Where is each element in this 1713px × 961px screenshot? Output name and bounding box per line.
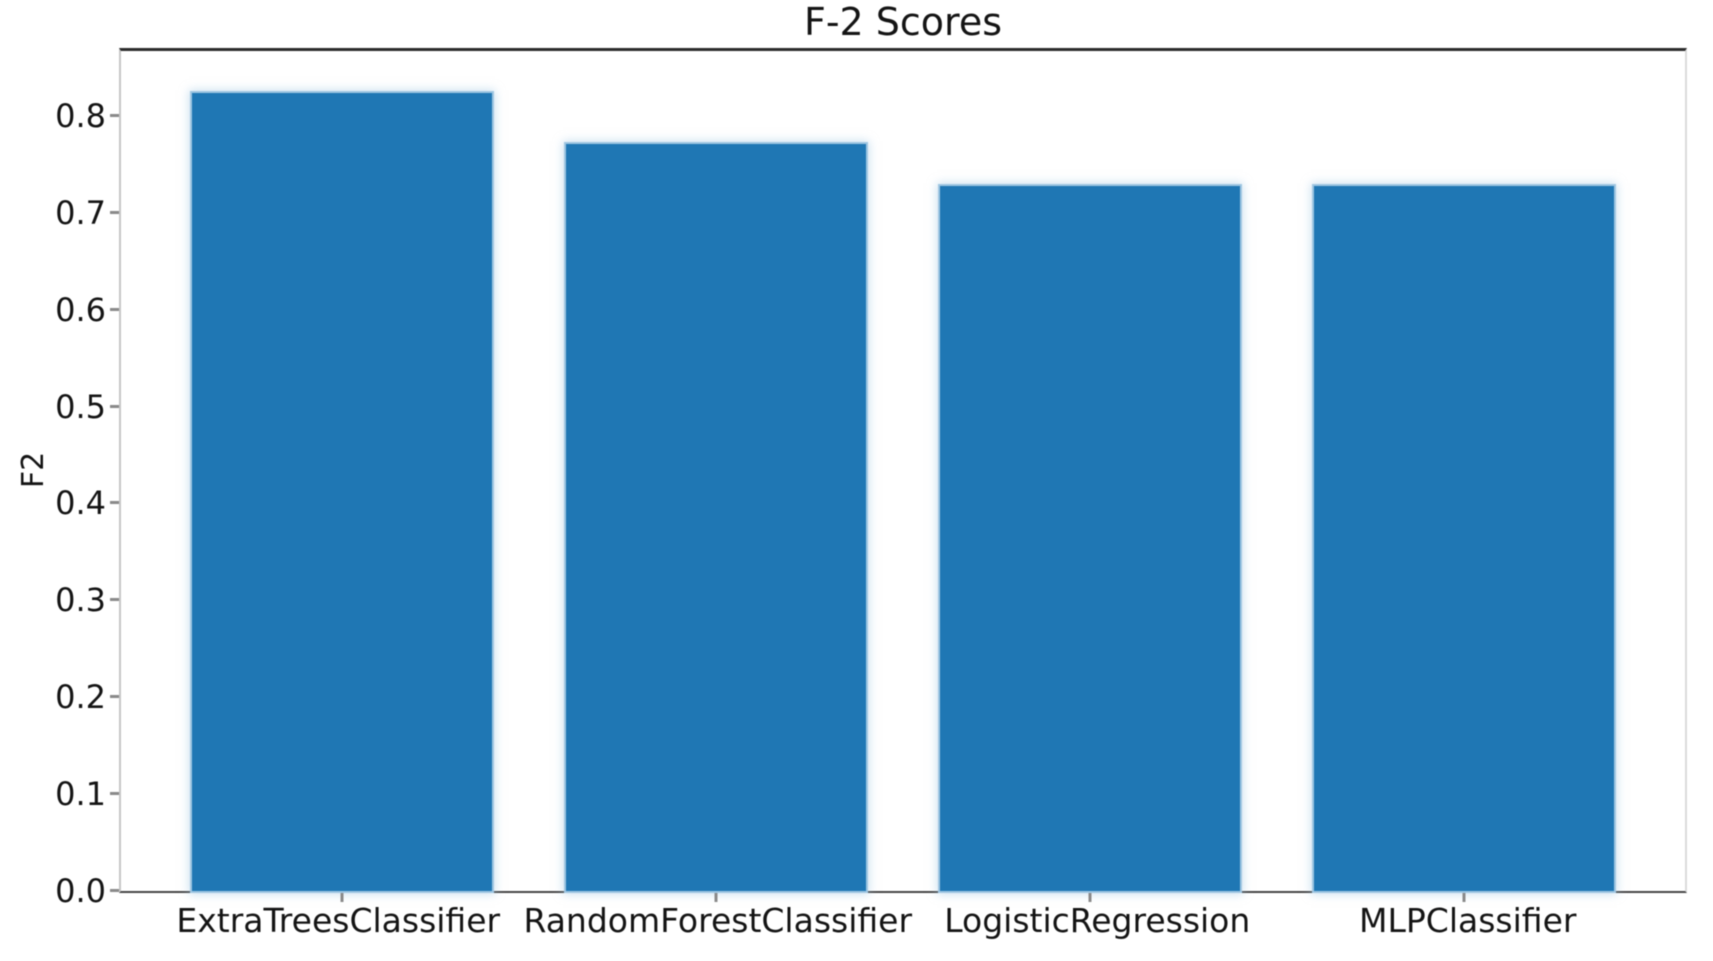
chart-title: F-2 Scores [803,0,1003,44]
y-tick-mark [110,113,119,117]
x-tick-mark [340,893,344,902]
bar-slot [1277,51,1651,891]
x-tick-label-randomforestclassifier: RandomForestClassifier [523,901,913,940]
x-tick-mark [1462,893,1466,902]
y-tick-label: 0.3 [55,581,106,620]
y-tick-mark [110,307,119,311]
x-labels-row: ExtraTreesClassifier RandomForestClassifi… [153,901,1653,940]
y-tick-label: 0.2 [55,678,106,717]
y-tick-mark [110,210,119,214]
x-tick-mark [1088,893,1092,902]
y-tick-mark [110,598,119,602]
y-tick-label: 0.1 [55,775,106,814]
y-tick-label: 0.6 [55,290,106,329]
bar-slot [155,51,529,891]
y-tick-label: 0.4 [55,484,106,523]
bars-row [155,51,1651,891]
y-tick-mark [110,889,119,892]
y-tick-label: 0.0 [55,872,106,910]
x-tick-label-mlpclassifier: MLPClassifier [1359,901,1577,940]
plot-area: 0.0 0.1 0.2 0.3 0.4 0.5 0.6 0.7 0.8 [55,48,1687,907]
bar-extratreesclassifier [192,92,492,891]
y-tick-mark [110,404,119,408]
bar-logisticregression [940,185,1240,891]
bar-slot [903,51,1277,891]
x-tick-mark [714,893,718,902]
bar-slot [529,51,903,891]
y-tick-mark [110,792,119,796]
y-tick-label: 0.8 [55,96,106,135]
y-tick-label: 0.7 [55,193,106,232]
y-axis-label: F2 [16,451,51,489]
x-tick-label-logisticregression: LogisticRegression [944,901,1251,940]
bar-mlpclassifier [1314,185,1614,891]
x-tick-label-extratreesclassifier: ExtraTreesClassifier [176,901,501,940]
bar-randomforestclassifier [566,144,866,891]
y-tick-label: 0.5 [55,387,106,426]
y-tick-mark [110,501,119,505]
y-tick-mark [110,695,119,699]
